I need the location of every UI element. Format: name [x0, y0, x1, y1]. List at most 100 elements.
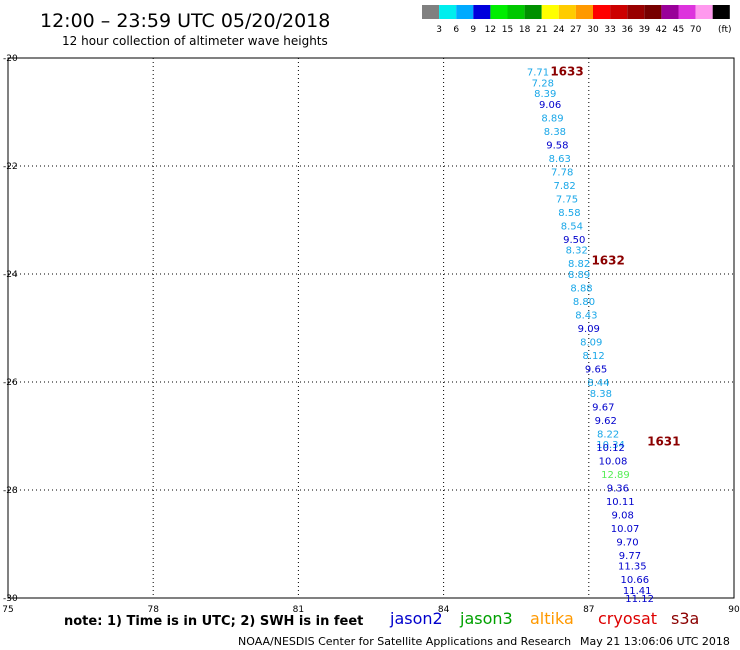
wave-height-label: 10.66 — [620, 575, 649, 586]
wave-height-label: 9.09 — [578, 324, 600, 335]
wave-height-label: 11.12 — [625, 594, 654, 605]
x-tick-label: 87 — [583, 605, 594, 615]
wave-height-label: 12.89 — [601, 470, 630, 481]
orbit-number-label: 1633 — [550, 65, 583, 79]
satellite-legend: jason2 jason3 altika cryosat s3a — [389, 609, 699, 628]
wave-height-label: 8.43 — [575, 311, 597, 322]
wave-height-label: 9.08 — [612, 510, 634, 521]
wave-height-label: 7.75 — [556, 194, 578, 205]
scale-tick-label: 12 — [485, 25, 496, 35]
wave-height-label: 9.58 — [546, 140, 568, 151]
wave-height-label: 8.88 — [570, 284, 592, 295]
orbit-labels: 1633 1632 1631 — [550, 65, 680, 449]
scale-tick-label: 15 — [502, 25, 513, 35]
wave-height-label: 7.82 — [553, 181, 575, 192]
wave-height-label: 8.54 — [561, 221, 583, 232]
wave-height-points: 7.717.288.399.06 8.89 8.38 9.58 8.63 7.78 7.82… — [527, 68, 654, 606]
y-tick-label: -24 — [3, 270, 18, 280]
wave-height-label: 9.62 — [595, 416, 617, 427]
y-tick-label: -30 — [3, 594, 18, 604]
wave-height-label: 7.71 — [527, 68, 549, 79]
scale-swatch — [490, 5, 508, 19]
wave-height-label: 11.41 — [623, 586, 652, 597]
wave-height-label: 8.63 — [549, 154, 571, 165]
scale-swatch — [627, 5, 645, 19]
orbit-number-label: 1631 — [647, 434, 680, 448]
scale-swatch — [661, 5, 679, 19]
footer-note: note: 1) Time is in UTC; 2) SWH is in fe… — [64, 614, 363, 629]
wave-height-label: 9.50 — [563, 235, 585, 246]
scale-swatch — [422, 5, 440, 19]
scale-tick-label: 30 — [587, 25, 599, 35]
wave-height-label: 8.89 — [568, 270, 590, 281]
x-tick-label: 84 — [438, 605, 450, 615]
y-tick-label: -26 — [3, 378, 18, 388]
wave-height-label: 10.12 — [596, 443, 625, 454]
wave-height-label: 8.39 — [534, 89, 556, 100]
scale-tick-label: 21 — [536, 25, 547, 35]
y-tick-label: -20 — [3, 54, 18, 64]
satellite-legend-item: jason2 — [389, 609, 443, 628]
wave-height-label: 8.89 — [541, 113, 563, 124]
scale-swatch — [473, 5, 491, 19]
map-grid — [8, 58, 734, 598]
plot-frame — [7, 57, 735, 599]
x-tick-label: 90 — [728, 605, 740, 615]
y-tick-label: -22 — [3, 162, 18, 172]
wave-height-label: 9.65 — [585, 365, 607, 376]
satellite-legend-item: s3a — [671, 609, 699, 628]
wave-height-label: 7.28 — [532, 78, 554, 89]
scale-tick-label: 9 — [470, 25, 476, 35]
wave-height-label: 10.34 — [596, 440, 625, 451]
scale-swatch — [610, 5, 628, 19]
wave-height-label: 8.44 — [587, 378, 609, 389]
wave-height-label: 10.07 — [611, 524, 640, 535]
wave-height-label: 8.09 — [580, 338, 602, 349]
x-tick-label: 75 — [2, 605, 13, 615]
scale-tick-label: 27 — [570, 25, 581, 35]
wave-height-label: 8.22 — [597, 429, 619, 440]
scale-swatch — [541, 5, 559, 19]
satellite-legend-item: altika — [530, 609, 574, 628]
scale-swatch — [558, 5, 576, 19]
scale-tick-label: 6 — [453, 25, 459, 35]
scale-swatch — [575, 5, 593, 19]
scale-tick-label: 42 — [656, 25, 667, 35]
wave-height-color-scale: 3 6 9 12 15 18 21 24 27 30 33 36 39 42 45 70 (ft) — [422, 5, 732, 35]
wave-height-label: 9.36 — [607, 483, 629, 494]
wave-height-label: 10.08 — [599, 456, 628, 467]
scale-swatch — [524, 5, 542, 19]
wave-height-label: 8.82 — [568, 259, 590, 270]
footer-timestamp: May 21 13:06:06 UTC 2018 — [580, 635, 730, 648]
scale-tick-label: 45 — [673, 25, 684, 35]
scale-tick-label: 39 — [639, 25, 651, 35]
scale-swatch — [644, 5, 662, 19]
wave-height-label: 7.78 — [551, 167, 573, 178]
chart-subtitle: 12 hour collection of altimeter wave hei… — [62, 34, 328, 48]
x-tick-label: 78 — [147, 605, 159, 615]
scale-tick-label: 24 — [553, 25, 565, 35]
wave-height-label: 10.11 — [606, 497, 635, 508]
wave-height-label: 8.32 — [566, 246, 588, 257]
wave-height-label: 11.35 — [618, 562, 647, 573]
chart-title: 12:00 – 23:59 UTC 05/20/2018 — [40, 10, 330, 32]
wave-height-label: 9.06 — [539, 100, 561, 111]
axis-ticks: 75 78 81 84 87 90 -20 -22 -24 -26 -28 -30 — [2, 54, 740, 615]
x-tick-label: 81 — [293, 605, 304, 615]
satellite-legend-item: cryosat — [598, 609, 657, 628]
wave-height-label: 8.38 — [544, 127, 566, 138]
scale-tick-label: 18 — [519, 25, 531, 35]
scale-swatch — [456, 5, 474, 19]
scale-swatch — [439, 5, 457, 19]
scale-tick-label: 70 — [690, 25, 702, 35]
wave-height-label: 8.38 — [590, 389, 612, 400]
scale-tick-label: 3 — [436, 25, 442, 35]
orbit-number-label: 1632 — [591, 254, 624, 268]
scale-swatch — [712, 5, 730, 19]
wave-height-label: 8.12 — [583, 351, 605, 362]
wave-height-label: 9.70 — [616, 537, 638, 548]
y-tick-label: -28 — [3, 486, 18, 496]
scale-tick-label: 36 — [621, 25, 633, 35]
scale-swatch — [678, 5, 696, 19]
